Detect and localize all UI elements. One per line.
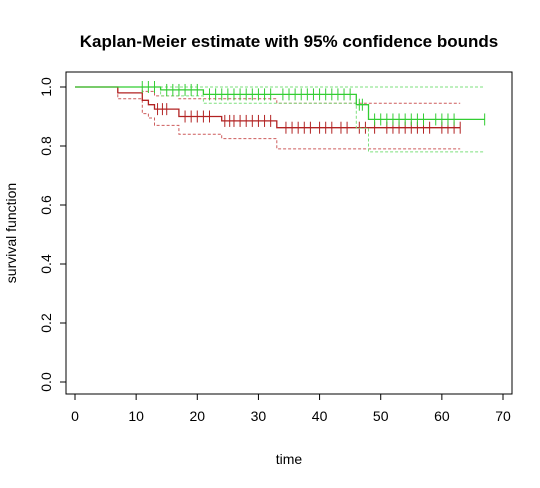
y-tick-label: 0.6 [38, 195, 54, 215]
y-axis-label: survival function [3, 183, 19, 283]
y-tick-label: 0.8 [38, 136, 54, 156]
series-0-survival-line [75, 86, 461, 129]
x-tick-label: 60 [434, 408, 450, 424]
x-tick-label: 20 [189, 408, 205, 424]
y-tick-label: 0.0 [38, 372, 54, 392]
plot-frame [65, 71, 513, 395]
series-1-lower-ci [75, 86, 485, 153]
series-1-survival-line [75, 86, 485, 121]
y-tick-label: 0.4 [38, 254, 54, 274]
y-tick-label: 0.2 [38, 313, 54, 333]
x-tick-label: 0 [71, 408, 79, 424]
y-axis: 0.0 0.2 0.4 0.6 0.8 1.0 [38, 77, 67, 392]
series-layer [75, 81, 486, 153]
x-axis: 0 10 20 30 40 50 60 70 [71, 393, 511, 424]
chart-title: Kaplan-Meier estimate with 95% confidenc… [80, 32, 498, 51]
x-axis-label: time [276, 451, 303, 467]
series-0-upper-ci [75, 86, 461, 104]
x-tick-label: 50 [373, 408, 389, 424]
x-tick-label: 40 [312, 408, 328, 424]
x-tick-label: 10 [128, 408, 144, 424]
x-tick-label: 70 [495, 408, 511, 424]
y-tick-label: 1.0 [38, 77, 54, 97]
series-0-lower-ci [75, 86, 461, 150]
x-tick-label: 30 [251, 408, 267, 424]
